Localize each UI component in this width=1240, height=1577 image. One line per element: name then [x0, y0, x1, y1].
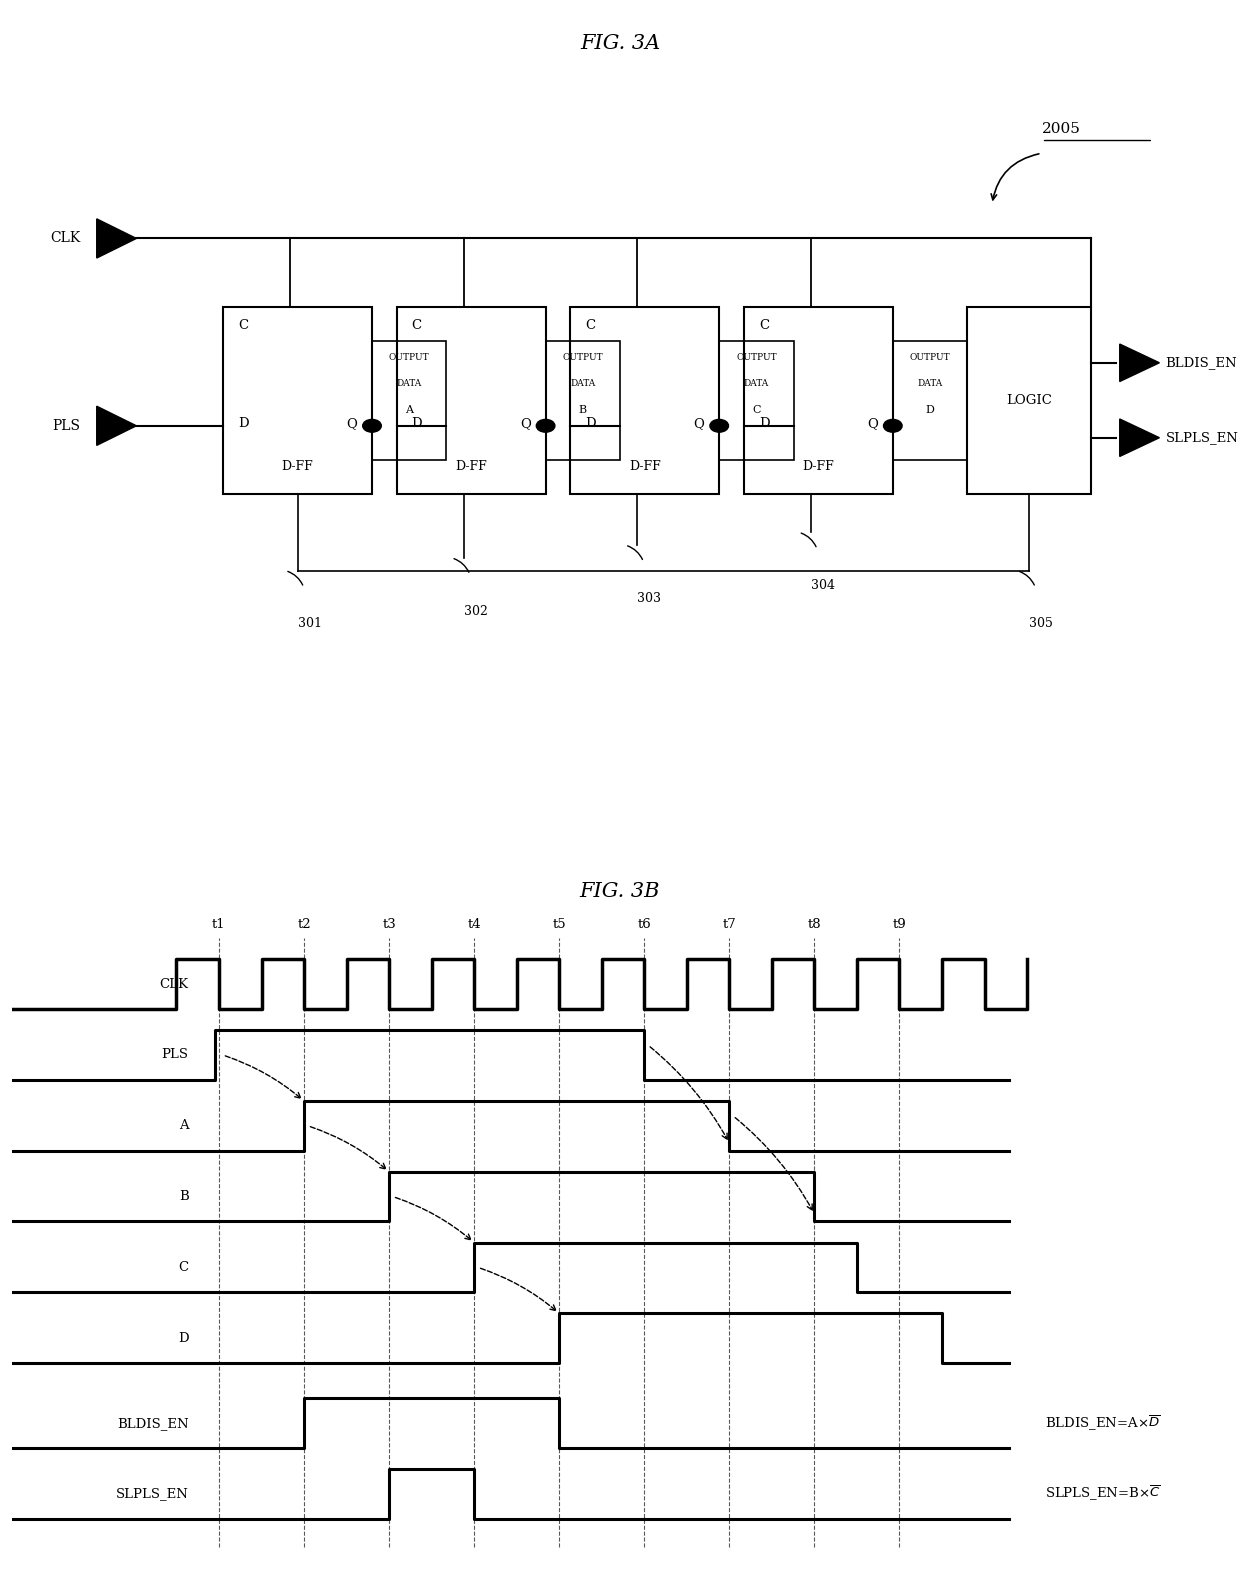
- Text: C: C: [753, 405, 760, 415]
- Text: DATA: DATA: [744, 378, 769, 388]
- Text: Q: Q: [520, 416, 531, 431]
- Text: 302: 302: [464, 604, 487, 618]
- Circle shape: [711, 419, 729, 432]
- Text: 303: 303: [637, 591, 661, 606]
- Text: BLDIS_EN: BLDIS_EN: [117, 1416, 188, 1430]
- Text: A: A: [405, 405, 413, 415]
- Bar: [744, 306, 893, 494]
- Text: LOGIC: LOGIC: [1007, 394, 1052, 407]
- Text: DATA: DATA: [570, 378, 595, 388]
- Text: BLDIS_EN: BLDIS_EN: [1166, 356, 1238, 369]
- Text: 2005: 2005: [1042, 123, 1080, 136]
- Text: D-FF: D-FF: [455, 459, 487, 473]
- Text: D: D: [412, 416, 423, 431]
- Text: t7: t7: [723, 918, 737, 930]
- Bar: [893, 341, 967, 460]
- Text: PLS: PLS: [161, 1049, 188, 1061]
- Text: 304: 304: [811, 579, 835, 591]
- Text: B: B: [179, 1191, 188, 1203]
- Text: OUTPUT: OUTPUT: [910, 353, 950, 363]
- Text: 305: 305: [1029, 617, 1053, 631]
- Text: t6: t6: [637, 918, 651, 930]
- Text: D: D: [925, 405, 935, 415]
- Text: D-FF: D-FF: [629, 459, 661, 473]
- Bar: [546, 341, 620, 460]
- Text: DATA: DATA: [918, 378, 942, 388]
- Text: D: D: [759, 416, 770, 431]
- Text: D: D: [179, 1331, 188, 1345]
- Text: C: C: [238, 319, 248, 333]
- Bar: [719, 341, 794, 460]
- Text: C: C: [759, 319, 769, 333]
- Text: SLPLS_EN: SLPLS_EN: [1166, 431, 1239, 445]
- Text: OUTPUT: OUTPUT: [737, 353, 776, 363]
- Text: SLPLS_EN=B$\times\overline{C}$: SLPLS_EN=B$\times\overline{C}$: [1045, 1484, 1161, 1503]
- Text: SLPLS_EN: SLPLS_EN: [115, 1487, 188, 1500]
- Text: t4: t4: [467, 918, 481, 930]
- Text: OUTPUT: OUTPUT: [563, 353, 603, 363]
- Text: OUTPUT: OUTPUT: [389, 353, 429, 363]
- Polygon shape: [97, 219, 136, 259]
- Text: B: B: [579, 405, 587, 415]
- Text: Q: Q: [867, 416, 878, 431]
- Bar: [397, 306, 546, 494]
- Text: CLK: CLK: [160, 978, 188, 990]
- Text: t3: t3: [382, 918, 396, 930]
- Text: t1: t1: [212, 918, 226, 930]
- Text: t9: t9: [893, 918, 906, 930]
- Text: A: A: [179, 1120, 188, 1132]
- Polygon shape: [97, 407, 136, 445]
- Circle shape: [537, 419, 556, 432]
- Circle shape: [884, 419, 903, 432]
- Text: FIG. 3B: FIG. 3B: [580, 882, 660, 900]
- Text: C: C: [585, 319, 595, 333]
- Text: C: C: [412, 319, 422, 333]
- Bar: [372, 341, 446, 460]
- Text: D-FF: D-FF: [281, 459, 314, 473]
- Text: D-FF: D-FF: [802, 459, 835, 473]
- Text: CLK: CLK: [51, 232, 81, 246]
- Circle shape: [362, 419, 382, 432]
- Text: t5: t5: [553, 918, 565, 930]
- Text: 301: 301: [298, 617, 321, 631]
- Polygon shape: [1120, 344, 1159, 382]
- Text: DATA: DATA: [397, 378, 422, 388]
- Bar: [570, 306, 719, 494]
- Text: BLDIS_EN=A$\times\overline{D}$: BLDIS_EN=A$\times\overline{D}$: [1045, 1413, 1161, 1432]
- Polygon shape: [1120, 419, 1159, 456]
- Bar: [223, 306, 372, 494]
- Text: D: D: [238, 416, 249, 431]
- Text: C: C: [179, 1262, 188, 1274]
- Text: t8: t8: [807, 918, 821, 930]
- Text: D: D: [585, 416, 596, 431]
- Text: FIG. 3A: FIG. 3A: [580, 35, 660, 54]
- Text: Q: Q: [693, 416, 704, 431]
- Bar: [967, 306, 1091, 494]
- Text: PLS: PLS: [52, 419, 81, 432]
- Text: Q: Q: [346, 416, 357, 431]
- Text: t2: t2: [298, 918, 311, 930]
